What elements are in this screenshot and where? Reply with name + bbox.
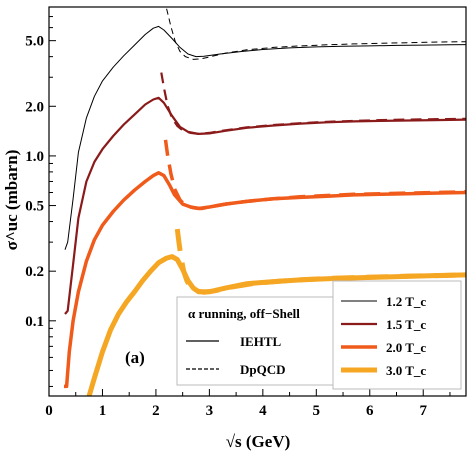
x-axis-title: √s (GeV) <box>226 432 291 451</box>
y-axis-title: σ^uc (mbarn) <box>2 150 21 251</box>
series-layer <box>64 8 466 396</box>
x-axis-ticks: 0 1 2 3 4 5 6 7 <box>45 389 451 419</box>
series-line-dpqcd-15tc <box>160 72 466 135</box>
legend-entry-1-2tc: 1.2 T_c <box>386 294 426 309</box>
x-tick-label: 6 <box>366 403 374 419</box>
legend-entry-3-0tc: 3.0 T_c <box>386 363 426 378</box>
series-line-iehtl-12tc <box>64 25 466 250</box>
series-line-dpqcd-30tc <box>174 228 466 295</box>
y-axis-ticks: 0.1 0.2 0.5 1.0 2.0 5.0 <box>25 16 56 387</box>
temperature-legend: 1.2 T_c 1.5 T_c 2.0 T_c 3.0 T_c <box>332 280 462 390</box>
style-legend: α running, off−Shell IEHTL DpQCD <box>176 296 334 386</box>
x-tick-label: 2 <box>152 403 160 419</box>
x-tick-label: 5 <box>313 403 321 419</box>
plot-frame <box>48 6 467 397</box>
y-tick-label: 0.5 <box>25 199 44 215</box>
legend-entry-iehtl: IEHTL <box>240 334 282 349</box>
y-tick-label: 0.2 <box>25 264 44 280</box>
series-line-dpqcd-12tc <box>166 8 466 60</box>
x-tick-label: 4 <box>259 403 267 419</box>
y-tick-label: 5.0 <box>25 34 44 50</box>
y-tick-label: 2.0 <box>25 99 44 115</box>
legend-entry-dpqcd: DpQCD <box>240 362 286 377</box>
x-tick-label: 0 <box>45 403 53 419</box>
x-tick-label: 1 <box>99 403 107 419</box>
y-tick-label: 1.0 <box>25 149 44 165</box>
x-tick-label: 3 <box>206 403 214 419</box>
series-line-dpqcd-20tc <box>163 139 466 211</box>
style-legend-title: α running, off−Shell <box>188 306 300 321</box>
legend-entry-1-5tc: 1.5 T_c <box>386 317 426 332</box>
panel-label: (a) <box>125 348 145 367</box>
legend-entry-2-0tc: 2.0 T_c <box>386 340 426 355</box>
y-tick-label: 0.1 <box>25 314 44 330</box>
x-tick-label: 7 <box>419 403 427 419</box>
